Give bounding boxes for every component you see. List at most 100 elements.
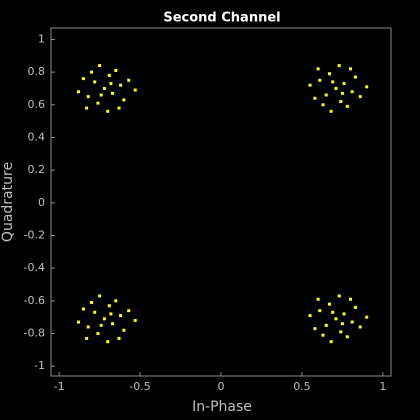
y-tick-label: 1 (38, 32, 45, 45)
point (96, 101, 100, 105)
point (111, 91, 115, 95)
x-tick-label: 0.5 (293, 380, 311, 393)
point (329, 109, 333, 113)
point (327, 72, 331, 76)
point (86, 325, 90, 329)
point (349, 297, 353, 301)
point (99, 93, 103, 97)
point (109, 82, 113, 86)
point (358, 325, 362, 329)
point (86, 95, 90, 99)
point (358, 95, 362, 99)
point (98, 64, 102, 68)
point (117, 106, 121, 110)
point (99, 323, 103, 327)
point (318, 309, 322, 313)
x-tick-label: 1 (379, 380, 386, 393)
point (308, 83, 312, 87)
point (321, 103, 325, 107)
point (89, 70, 93, 74)
y-tick-label: -0.2 (24, 228, 45, 241)
y-tick-label: 0 (38, 196, 45, 209)
y-tick-label: -1 (34, 359, 45, 372)
point (133, 88, 137, 92)
point (321, 333, 325, 337)
point (85, 106, 89, 110)
point (85, 336, 89, 340)
point (318, 78, 322, 82)
point (122, 328, 126, 332)
plot-area (50, 27, 392, 377)
y-tick-label: 0.6 (28, 98, 46, 111)
point (353, 75, 357, 79)
point (106, 109, 110, 113)
point (89, 300, 93, 304)
x-tick-label: -1 (54, 380, 65, 393)
point (365, 315, 369, 319)
point (339, 330, 343, 334)
point (316, 297, 320, 301)
point (313, 327, 317, 331)
x-axis-label: In-Phase (192, 399, 252, 415)
point (109, 312, 113, 316)
point (107, 304, 111, 308)
point (342, 82, 346, 86)
point (353, 305, 357, 309)
point (77, 90, 81, 94)
point (308, 314, 312, 318)
point (77, 320, 81, 324)
point (340, 322, 344, 326)
point (324, 323, 328, 327)
point (96, 332, 100, 336)
point (93, 310, 97, 314)
point (127, 309, 131, 313)
point (102, 317, 106, 321)
point (133, 318, 137, 322)
point (127, 78, 131, 82)
point (345, 104, 349, 108)
point (345, 335, 349, 339)
point (119, 83, 123, 87)
point (81, 77, 85, 81)
point (327, 302, 331, 306)
point (342, 312, 346, 316)
point (122, 98, 126, 102)
x-tick-label: 0 (218, 380, 225, 393)
point (339, 100, 343, 104)
point (324, 93, 328, 97)
x-tick-label: -0.5 (129, 380, 150, 393)
chart-title: Second Channel (163, 11, 280, 26)
point (107, 73, 111, 77)
point (331, 80, 335, 84)
point (316, 67, 320, 71)
y-tick-label: 0.2 (28, 163, 46, 176)
point (106, 340, 110, 344)
y-tick-label: -0.4 (24, 261, 45, 274)
point (313, 96, 317, 100)
point (117, 336, 121, 340)
y-tick-label: -0.6 (24, 294, 45, 307)
y-axis-label: Quadrature (0, 162, 16, 242)
point (81, 307, 85, 311)
point (114, 299, 118, 303)
point (340, 91, 344, 95)
point (334, 86, 338, 90)
point (334, 317, 338, 321)
point (350, 90, 354, 94)
point (119, 314, 123, 318)
point (337, 64, 341, 68)
point (350, 320, 354, 324)
y-tick-label: 0.4 (28, 130, 46, 143)
y-tick-label: -0.8 (24, 327, 45, 340)
point (329, 340, 333, 344)
point (349, 67, 353, 71)
y-tick-label: 0.8 (28, 65, 46, 78)
point (337, 294, 341, 298)
point (331, 310, 335, 314)
point (102, 86, 106, 90)
point (365, 85, 369, 89)
point (93, 80, 97, 84)
point (98, 294, 102, 298)
point (111, 322, 115, 326)
